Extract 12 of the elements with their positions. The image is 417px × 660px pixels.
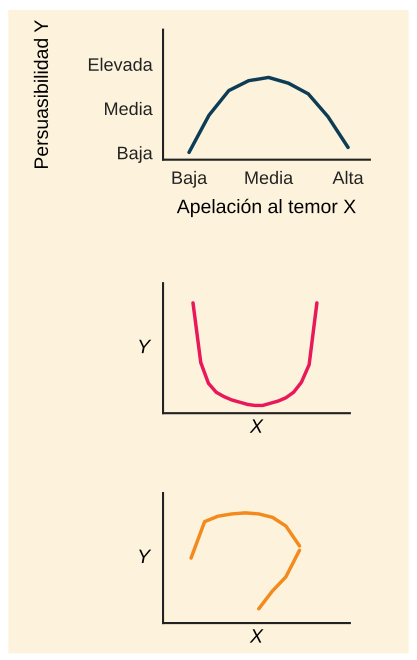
y-axis-title: Y [139,340,152,354]
x-axis-title: X [250,629,264,643]
x-tick-label: Baja [172,170,208,188]
x-tick-label: Alta [332,170,364,184]
x-axis-title: Apelación al temor X [176,198,356,218]
y-axis-title: Persuasibilidad Y [34,20,48,168]
y-axis-title: Y [139,550,152,564]
text: Elevada [88,58,153,71]
text: Media [105,102,153,116]
x-tick-label: Media [245,170,294,184]
x-axis-title: X [250,419,264,433]
text: Baja [118,146,153,163]
